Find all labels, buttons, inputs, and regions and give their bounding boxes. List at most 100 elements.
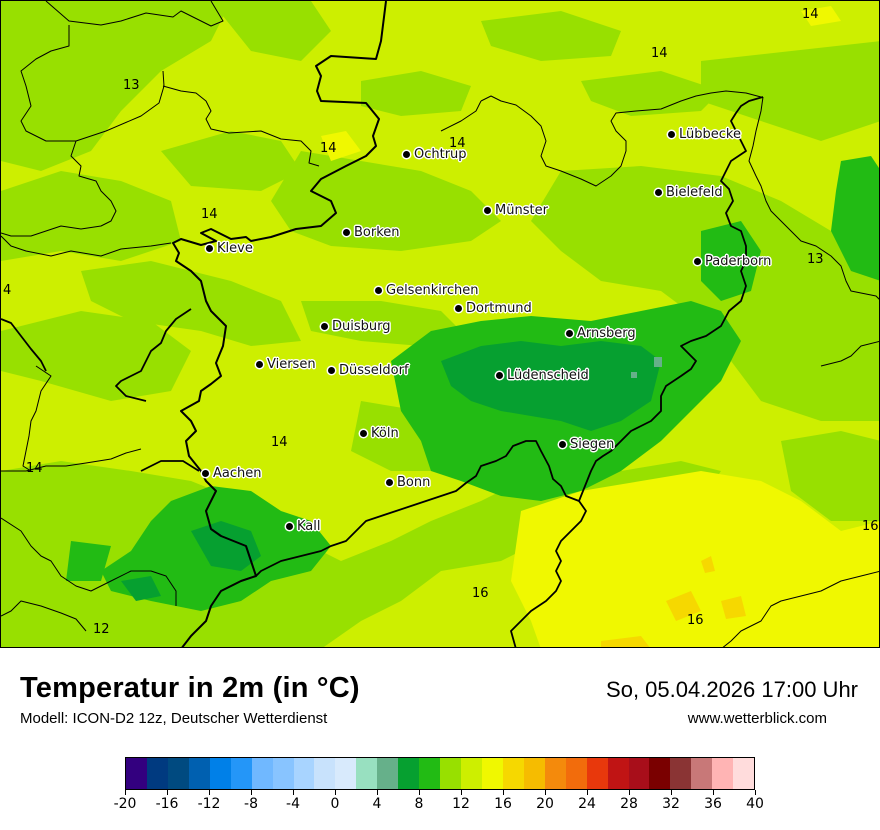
city-marker-icon bbox=[328, 367, 335, 374]
city-borken[interactable]: Borken bbox=[343, 225, 400, 240]
isotherm-label: 16 bbox=[862, 519, 879, 534]
colorbar-bin bbox=[461, 758, 482, 789]
colorbar-bin bbox=[481, 758, 503, 789]
city-bonn[interactable]: Bonn bbox=[386, 475, 430, 490]
city-label: Köln bbox=[371, 426, 399, 441]
colorbar-tick-label: 20 bbox=[536, 796, 554, 812]
isotherm-label: 16 bbox=[687, 613, 704, 628]
city-label: Ochtrup bbox=[414, 147, 467, 162]
colorbar-tick bbox=[335, 790, 336, 795]
city-muenster[interactable]: Münster bbox=[484, 203, 548, 218]
colorbar-tick-label: -12 bbox=[197, 796, 221, 812]
colorbar-bin bbox=[419, 758, 441, 789]
colorbar-bin bbox=[649, 758, 671, 789]
city-marker-icon bbox=[694, 258, 701, 265]
colorbar-bin bbox=[607, 758, 629, 789]
colorbar-bin bbox=[146, 758, 168, 789]
city-duesseldorf[interactable]: Düsseldorf bbox=[328, 363, 409, 378]
colorbar-bin bbox=[523, 758, 545, 789]
city-label: Viersen bbox=[267, 357, 316, 372]
city-label: Lüdenscheid bbox=[507, 368, 589, 383]
isotherm-label: 14 bbox=[651, 46, 668, 61]
colorbar-bin bbox=[167, 758, 189, 789]
city-label: Bonn bbox=[397, 475, 431, 490]
city-gelsenkirchen[interactable]: Gelsenkirchen bbox=[375, 283, 479, 298]
city-luebbecke[interactable]: Lübbecke bbox=[668, 127, 741, 142]
isotherm-label: 14 bbox=[271, 435, 288, 450]
colorbar-tick bbox=[461, 790, 462, 795]
city-label: Münster bbox=[495, 203, 548, 218]
isotherm-label: 14 bbox=[802, 7, 819, 22]
colorbar-bin bbox=[733, 758, 755, 789]
colorbar-tick bbox=[125, 790, 126, 795]
valid-datetime: So, 05.04.2026 17:00 Uhr bbox=[606, 677, 858, 702]
city-siegen[interactable]: Siegen bbox=[559, 437, 614, 452]
city-marker-icon bbox=[321, 323, 328, 330]
isotherm-label: 16 bbox=[472, 586, 489, 601]
colorbar-tick-label: -20 bbox=[113, 796, 137, 812]
colorbar-bin bbox=[251, 758, 273, 789]
city-arnsberg[interactable]: Arnsberg bbox=[566, 326, 636, 341]
colorbar-bin bbox=[565, 758, 587, 789]
city-label: Lübbecke bbox=[679, 127, 741, 142]
temperature-map[interactable]: 14 14 13 14 14 14 13 4 14 14 16 16 16 12… bbox=[0, 0, 880, 648]
colorbar-bin bbox=[314, 758, 336, 789]
city-label: Arnsberg bbox=[577, 326, 636, 341]
website-link[interactable]: www.wetterblick.com bbox=[687, 710, 827, 727]
colorbar-tick-label: 36 bbox=[704, 796, 722, 812]
city-bielefeld[interactable]: Bielefeld bbox=[655, 185, 723, 200]
city-aachen[interactable]: Aachen bbox=[202, 466, 261, 481]
colorbar-tick-label: 8 bbox=[414, 796, 424, 812]
city-paderborn[interactable]: Paderborn bbox=[694, 254, 771, 269]
colorbar-bin bbox=[356, 758, 378, 789]
colorbar-tick bbox=[671, 790, 672, 795]
colorbar-tick bbox=[419, 790, 420, 795]
city-marker-icon bbox=[668, 131, 675, 138]
city-label: Bielefeld bbox=[666, 185, 723, 200]
city-ochtrup[interactable]: Ochtrup bbox=[403, 147, 467, 162]
city-kleve[interactable]: Kleve bbox=[206, 241, 253, 256]
colorbar-bin bbox=[712, 758, 734, 789]
city-label: Kleve bbox=[217, 241, 253, 256]
city-marker-icon bbox=[566, 330, 573, 337]
colorbar-bin bbox=[502, 758, 524, 789]
city-marker-icon bbox=[375, 287, 382, 294]
city-dortmund[interactable]: Dortmund bbox=[455, 301, 532, 316]
colorbar-tick bbox=[545, 790, 546, 795]
model-info: Modell: ICON-D2 12z, Deutscher Wetterdie… bbox=[20, 710, 328, 727]
city-duisburg[interactable]: Duisburg bbox=[321, 319, 391, 334]
city-luedenscheid[interactable]: Lüdenscheid bbox=[496, 368, 589, 383]
city-marker-icon bbox=[559, 441, 566, 448]
temperature-field bbox=[1, 1, 879, 647]
colorbar-tick bbox=[713, 790, 714, 795]
colorbar-tick bbox=[503, 790, 504, 795]
colorbar-tick bbox=[209, 790, 210, 795]
colorbar-bin bbox=[272, 758, 294, 789]
colorbar-bin bbox=[440, 758, 461, 789]
city-label: Duisburg bbox=[332, 319, 391, 334]
city-marker-icon bbox=[455, 305, 462, 312]
city-marker-icon bbox=[343, 229, 350, 236]
colorbar-tick-label: 28 bbox=[620, 796, 638, 812]
isotherm-label: 4 bbox=[3, 283, 12, 298]
city-viersen[interactable]: Viersen bbox=[256, 357, 316, 372]
colorbar-tick bbox=[377, 790, 378, 795]
isotherm-label: 12 bbox=[93, 622, 110, 637]
city-koeln[interactable]: Köln bbox=[360, 426, 399, 441]
isotherm-label: 13 bbox=[123, 78, 140, 93]
colorbar-bin bbox=[335, 758, 357, 789]
colorbar-tick bbox=[587, 790, 588, 795]
city-marker-icon bbox=[403, 151, 410, 158]
colorbar-tick-label: 40 bbox=[746, 796, 764, 812]
city-label: Dortmund bbox=[466, 301, 532, 316]
city-kall[interactable]: Kall bbox=[286, 519, 321, 534]
colorbar-tick-label: -4 bbox=[286, 796, 300, 812]
colorbar-bin bbox=[586, 758, 608, 789]
colorbar-tick-label: 16 bbox=[494, 796, 512, 812]
colorbar-bin bbox=[293, 758, 315, 789]
city-marker-icon bbox=[202, 470, 209, 477]
isotherm-label: 14 bbox=[201, 207, 218, 222]
colorbar-bin bbox=[544, 758, 566, 789]
city-label: Siegen bbox=[570, 437, 615, 452]
city-label: Gelsenkirchen bbox=[386, 283, 479, 298]
